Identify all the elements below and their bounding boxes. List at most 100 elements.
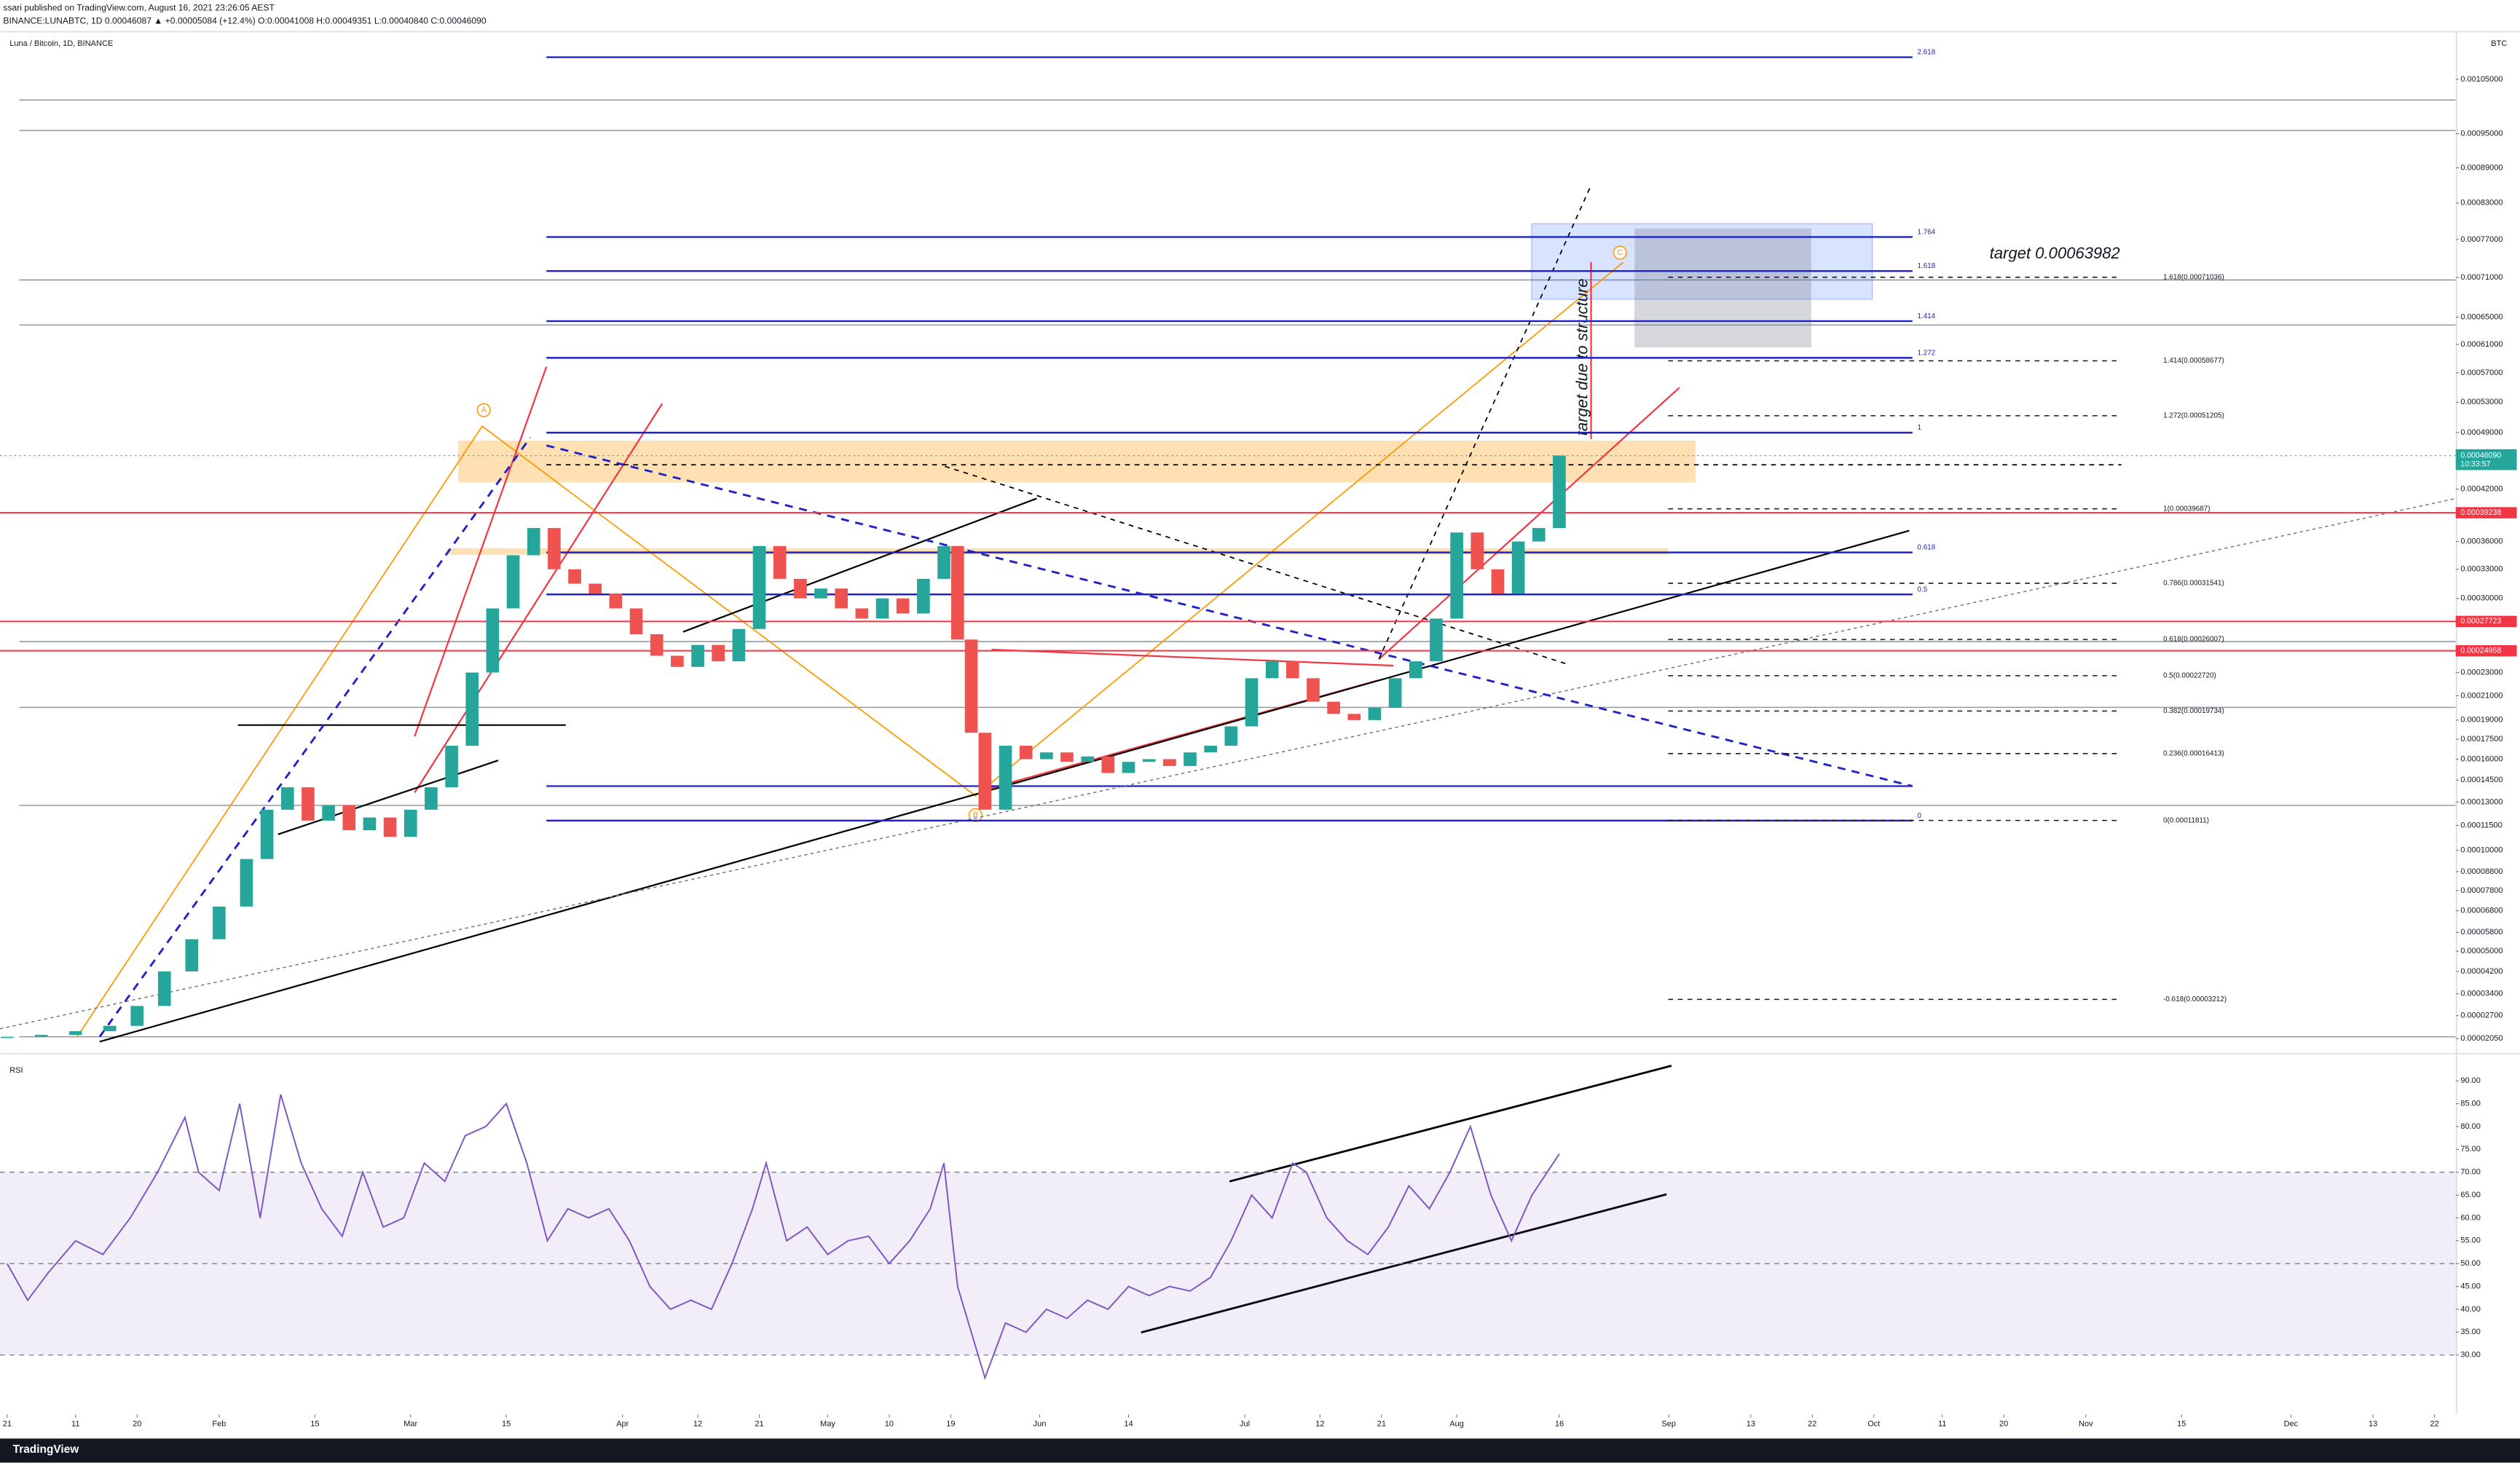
x-tick-label: Aug [1449, 1419, 1464, 1428]
rsi-y-tick-label: 65.00 [2460, 1191, 2481, 1199]
candle [671, 655, 684, 667]
candle [383, 817, 397, 837]
candle [1040, 752, 1053, 760]
fib-extension-label: 1.272 [1918, 349, 1936, 357]
price-tag [2455, 644, 2517, 657]
x-tick-label: Oct [1867, 1419, 1880, 1428]
x-tick-label: Nov [2079, 1419, 2093, 1428]
fib-extension-label: 1 [1918, 424, 1922, 432]
candle [1184, 752, 1197, 766]
candle [1163, 759, 1176, 766]
y-tick-label: 0.00006800 [2460, 906, 2503, 915]
candle [322, 805, 335, 821]
candle [1122, 762, 1135, 773]
y-tick-label: 0.00013000 [2460, 797, 2503, 806]
candle [1450, 532, 1463, 619]
y-tick-label: 0.00033000 [2460, 565, 2503, 574]
candle [1511, 541, 1525, 594]
countdown: 10:33:57 [2460, 460, 2490, 469]
fib-label: 0.786(0.00031541) [2163, 580, 2224, 588]
candle [1553, 455, 1566, 529]
candle [240, 859, 253, 907]
fib-extension-label: 1.414 [1918, 312, 1936, 320]
candle [568, 569, 581, 584]
last-price-label: 0.00046090 [2460, 451, 2501, 460]
rsi-y-tick-label: 70.00 [2460, 1168, 2481, 1177]
y-tick-label: 0.00049000 [2460, 428, 2503, 437]
y-tick-label: 0.00019000 [2460, 716, 2503, 725]
x-tick-label: 22 [2430, 1419, 2438, 1428]
rsi-y-tick-label: 80.00 [2460, 1122, 2481, 1131]
fib-label: 0(0.00011811) [2163, 816, 2209, 824]
price-tag [2455, 615, 2517, 628]
y-tick-label: 0.00021000 [2460, 691, 2503, 700]
y-tick-label: 0.00011500 [2460, 821, 2502, 829]
candle [1, 1036, 14, 1038]
y-tick-label: 0.00042000 [2460, 485, 2503, 494]
candle [588, 583, 602, 594]
y-tick-label: 0.00077000 [2460, 235, 2503, 244]
x-tick-label: 16 [1555, 1419, 1564, 1428]
y-tick-label: 0.00065000 [2460, 312, 2503, 321]
target-note: target 0.00063982 [1990, 244, 2120, 262]
candle [445, 746, 458, 788]
price-tag-label: 0.00024958 [2460, 646, 2501, 655]
candle [213, 906, 226, 939]
y-tick-label: 0.00002700 [2460, 1012, 2503, 1020]
candle [68, 1031, 82, 1036]
candle [527, 528, 540, 556]
candle [1430, 618, 1443, 662]
footer-brand: TradingView [13, 1443, 80, 1456]
y-tick-label: 0.00083000 [2460, 199, 2503, 208]
candle [1307, 678, 1320, 702]
candle [280, 787, 294, 810]
x-tick-label: 12 [1315, 1419, 1324, 1428]
candle [1409, 661, 1422, 679]
rsi-y-tick-label: 85.00 [2460, 1099, 2481, 1108]
publisher: ssari published on TradingView.com, Augu… [3, 3, 275, 13]
fib-label: 1.272(0.00051205) [2163, 411, 2224, 419]
x-tick-label: Feb [212, 1419, 226, 1428]
candle [773, 545, 787, 579]
candle [794, 578, 807, 599]
x-tick-label: May [820, 1419, 835, 1428]
candle [425, 787, 438, 810]
rsi-y-tick-label: 90.00 [2460, 1076, 2481, 1085]
rsi-y-tick-label: 60.00 [2460, 1213, 2481, 1222]
x-tick-label: Sep [1661, 1419, 1676, 1428]
fib-extension-label: 2.618 [1918, 49, 1936, 57]
x-tick-label: 10 [885, 1419, 894, 1428]
rsi-y-tick-label: 55.00 [2460, 1237, 2481, 1245]
y-tick-label: 0.00002050 [2460, 1034, 2503, 1043]
x-tick-label: 22 [1808, 1419, 1816, 1428]
x-tick-label: Jun [1033, 1419, 1047, 1428]
candle [875, 598, 889, 619]
x-tick-label: 20 [1999, 1419, 2008, 1428]
x-tick-label: 15 [502, 1419, 511, 1428]
x-tick-label: 21 [3, 1419, 12, 1428]
candle [712, 644, 725, 662]
candle [1019, 746, 1033, 760]
candle [814, 588, 827, 599]
candle [1491, 569, 1505, 594]
fib-extension-label: 0 [1918, 812, 1922, 820]
candle [978, 733, 992, 810]
candle [1224, 726, 1238, 746]
x-tick-label: Apr [616, 1419, 629, 1428]
candle [548, 528, 561, 569]
y-tick-label: 0.00023000 [2460, 668, 2503, 677]
x-tick-label: 21 [755, 1419, 763, 1428]
x-tick-label: 11 [1938, 1419, 1946, 1428]
x-tick-label: 19 [946, 1419, 955, 1428]
pane-title: Luna / Bitcoin, 1D, BINANCE [9, 39, 113, 48]
candle [1204, 746, 1217, 753]
fib-extension-label: 0.618 [1918, 544, 1936, 552]
candle [103, 1025, 117, 1032]
candle [403, 809, 417, 837]
candle [342, 805, 356, 831]
y-tick-label: 0.00095000 [2460, 130, 2503, 138]
candle [752, 545, 766, 629]
candle [937, 545, 950, 579]
candle [896, 598, 910, 614]
